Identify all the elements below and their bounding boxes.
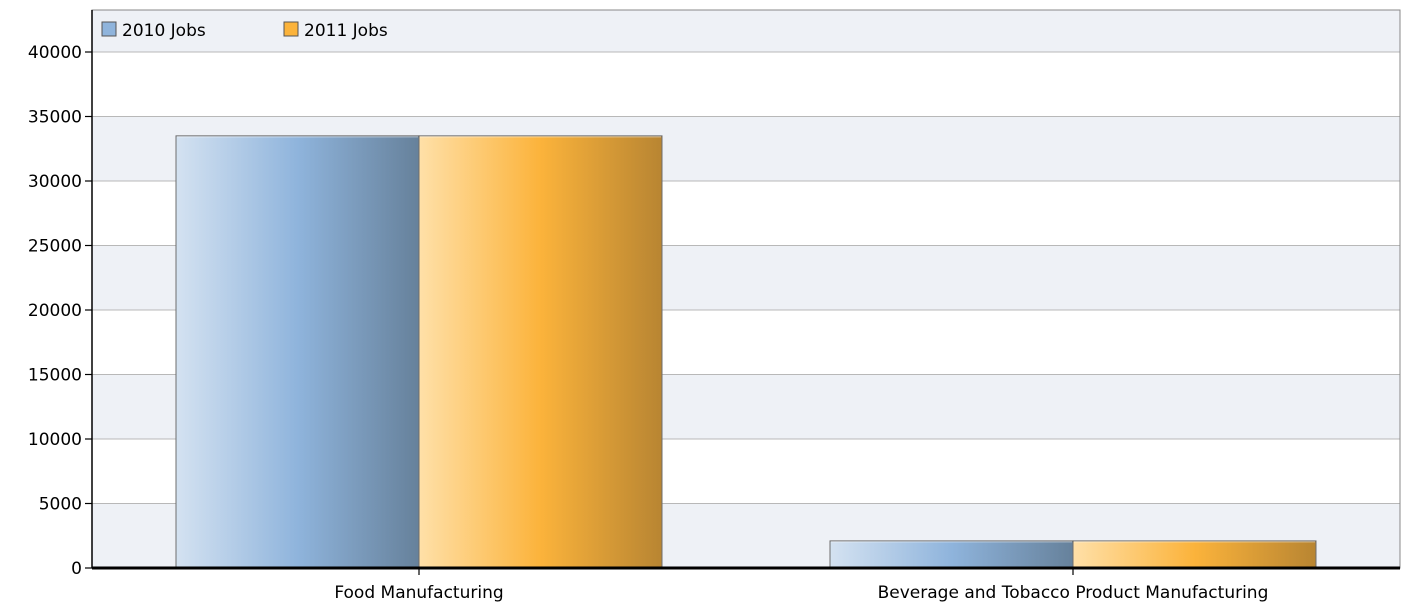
bar-2010-0 [175, 135, 420, 569]
x-category-label: Beverage and Tobacco Product Manufacturi… [878, 583, 1269, 603]
bar-2011-0 [418, 135, 663, 569]
legend-swatch-1 [283, 21, 299, 37]
y-tick-label: 10000 [28, 430, 82, 450]
y-tick-label: 35000 [28, 108, 82, 128]
y-tick-label: 20000 [28, 301, 82, 321]
y-axis-ticks: 0 5000 10000 15000 20000 25000 30000 35000 40000 [28, 43, 92, 579]
y-tick-label: 15000 [28, 366, 82, 386]
y-tick-label: 5000 [39, 495, 82, 515]
y-tick-label: 30000 [28, 172, 82, 192]
legend-label-0: 2010 Jobs [122, 21, 206, 41]
bar-2010-1 [829, 540, 1074, 569]
plot-band [92, 10, 1400, 52]
legend: 2010 Jobs 2011 Jobs [101, 21, 388, 41]
bar-2011-1 [1072, 540, 1317, 569]
x-axis-labels: Food Manufacturing Beverage and Tobacco P… [334, 568, 1268, 603]
x-category-label: Food Manufacturing [334, 583, 503, 603]
y-tick-label: 0 [71, 559, 82, 579]
legend-swatch-0 [101, 21, 117, 37]
legend-label-1: 2011 Jobs [304, 21, 388, 41]
y-tick-label: 25000 [28, 237, 82, 257]
plot-band [92, 52, 1400, 117]
bars [175, 135, 1317, 569]
y-tick-label: 40000 [28, 43, 82, 63]
